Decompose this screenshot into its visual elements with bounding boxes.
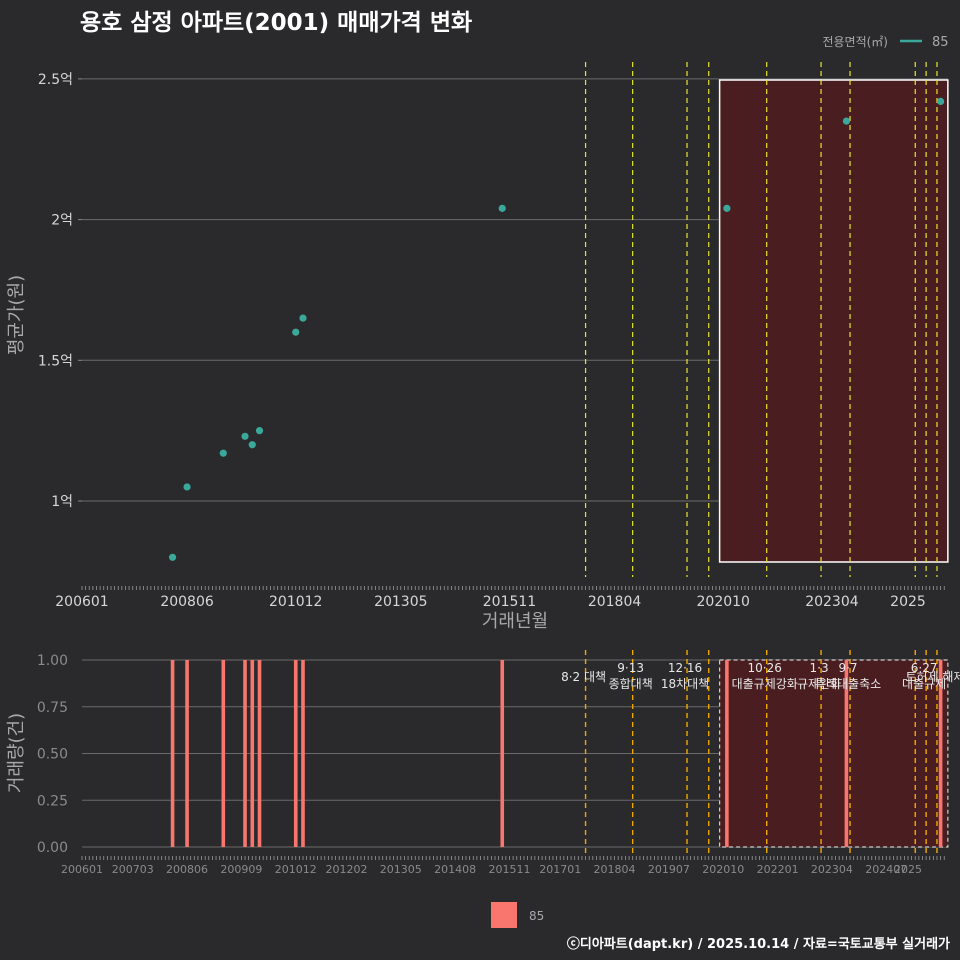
x-tick-label: 202304 bbox=[805, 594, 859, 610]
volume-legend-label: 85 bbox=[529, 909, 544, 923]
volume-x-tick-label: 201701 bbox=[539, 863, 581, 876]
volume-x-tick-label: 201202 bbox=[325, 863, 367, 876]
volume-x-tick-label: 201305 bbox=[380, 863, 422, 876]
volume-y-tick-label: 0.00 bbox=[37, 840, 68, 856]
volume-x-tick-label: 200806 bbox=[166, 863, 208, 876]
volume-bar bbox=[170, 660, 175, 847]
volume-bar bbox=[293, 660, 298, 847]
policy-event-label: 특례대출축소 bbox=[815, 677, 881, 691]
y-tick-label: 2.5억 bbox=[38, 72, 73, 88]
policy-event-label: 9·13 bbox=[617, 661, 644, 675]
policy-event-label: 대출규제 bbox=[902, 677, 946, 691]
y-tick-label: 1.5억 bbox=[38, 353, 73, 369]
policy-event-label: 12·16 bbox=[668, 661, 702, 675]
volume-y-tick-label: 0.25 bbox=[37, 793, 68, 809]
policy-event-label: 종합대책 bbox=[609, 676, 653, 691]
volume-bar bbox=[221, 660, 226, 847]
volume-x-tick-label: 201907 bbox=[648, 863, 690, 876]
policy-event-label: 1·3 bbox=[810, 661, 829, 675]
price-point bbox=[183, 483, 191, 491]
x-tick-label: 201804 bbox=[588, 594, 642, 610]
volume-legend-swatch bbox=[491, 902, 517, 928]
policy-event-label: 10·26 bbox=[748, 661, 782, 675]
volume-panel: 0.000.250.500.751.008·2 대책9·13종합대책12·161… bbox=[37, 650, 960, 876]
legend-title: 전용면적(㎡) bbox=[822, 35, 888, 49]
volume-x-tick-label: 201511 bbox=[488, 863, 530, 876]
price-panel: 1억 1.5억 2억 2.5억 200601 200806 201012 201305 2015… bbox=[38, 62, 949, 610]
x-axis-title: 거래년월 bbox=[482, 611, 548, 632]
y-axis-title: 평균가(원) bbox=[6, 275, 27, 355]
volume-x-tick-label: 200703 bbox=[112, 863, 154, 876]
chart-title: 용호 삼정 아파트(2001) 매매가격 변화 bbox=[80, 10, 472, 36]
volume-x-tick-label: 202407 bbox=[865, 863, 907, 876]
policy-event-label: 대출규제강화 bbox=[732, 677, 798, 691]
volume-x-tick-label: 2025 bbox=[894, 863, 922, 876]
price-point bbox=[498, 204, 506, 212]
price-point bbox=[292, 328, 300, 336]
price-point bbox=[168, 553, 177, 561]
volume-bar bbox=[938, 660, 943, 847]
policy-event-label: 토허제 해제 bbox=[905, 670, 960, 684]
x-tick-label: 200601 bbox=[55, 594, 108, 610]
x-tick-label: 2025 bbox=[890, 594, 926, 610]
y-tick-label: 2억 bbox=[51, 213, 73, 229]
price-point bbox=[299, 314, 307, 322]
x-tick-label: 202010 bbox=[697, 594, 750, 610]
volume-bar bbox=[725, 660, 729, 847]
volume-bar bbox=[301, 660, 305, 847]
volume-y-axis-title: 거래량(건) bbox=[6, 713, 27, 793]
volume-y-tick-label: 0.75 bbox=[37, 700, 68, 716]
volume-bar bbox=[257, 660, 262, 847]
x-tick-label: 201012 bbox=[269, 594, 322, 610]
volume-bar bbox=[250, 660, 255, 847]
x-tick-label: 201305 bbox=[374, 594, 427, 610]
y-tick-label: 1억 bbox=[51, 494, 73, 510]
volume-x-tick-label: 202201 bbox=[757, 863, 799, 876]
volume-x-tick-label: 202010 bbox=[702, 863, 744, 876]
price-point bbox=[241, 432, 249, 440]
x-tick-label: 200806 bbox=[160, 594, 214, 610]
price-point bbox=[219, 449, 227, 457]
volume-bar bbox=[500, 660, 505, 847]
volume-x-tick-label: 201408 bbox=[434, 863, 476, 876]
volume-highlight-box bbox=[719, 659, 949, 848]
volume-x-tick-label: 200909 bbox=[220, 863, 262, 876]
volume-bar bbox=[185, 660, 189, 847]
volume-bar bbox=[243, 660, 247, 847]
price-point bbox=[723, 204, 731, 212]
price-point bbox=[842, 117, 851, 125]
policy-event-label: 규제완화 bbox=[797, 677, 841, 691]
x-tick-label: 201511 bbox=[483, 594, 536, 610]
policy-event-label: 6·27 bbox=[911, 661, 938, 675]
policy-event-label: 18차대책 bbox=[661, 676, 709, 691]
policy-event-label: 8·2 대책 bbox=[561, 669, 606, 684]
volume-x-tick-label: 202304 bbox=[811, 863, 853, 876]
legend-label: 85 bbox=[932, 35, 949, 50]
volume-x-tick-label: 200601 bbox=[61, 863, 103, 876]
price-point bbox=[937, 97, 945, 105]
volume-x-tick-label: 201804 bbox=[594, 863, 636, 876]
volume-bar bbox=[844, 660, 849, 847]
footer-credit: ⓒ디아파트(dapt.kr) / 2025.10.14 / 자료=국토교통부 실… bbox=[567, 936, 950, 952]
price-point bbox=[255, 427, 264, 435]
volume-x-tick-label: 201012 bbox=[275, 863, 317, 876]
price-point bbox=[248, 441, 256, 449]
highlight-box bbox=[718, 79, 949, 563]
volume-y-tick-label: 1.00 bbox=[37, 653, 68, 669]
policy-event-label: 9·7 bbox=[838, 661, 857, 675]
volume-y-tick-label: 0.50 bbox=[37, 747, 68, 763]
